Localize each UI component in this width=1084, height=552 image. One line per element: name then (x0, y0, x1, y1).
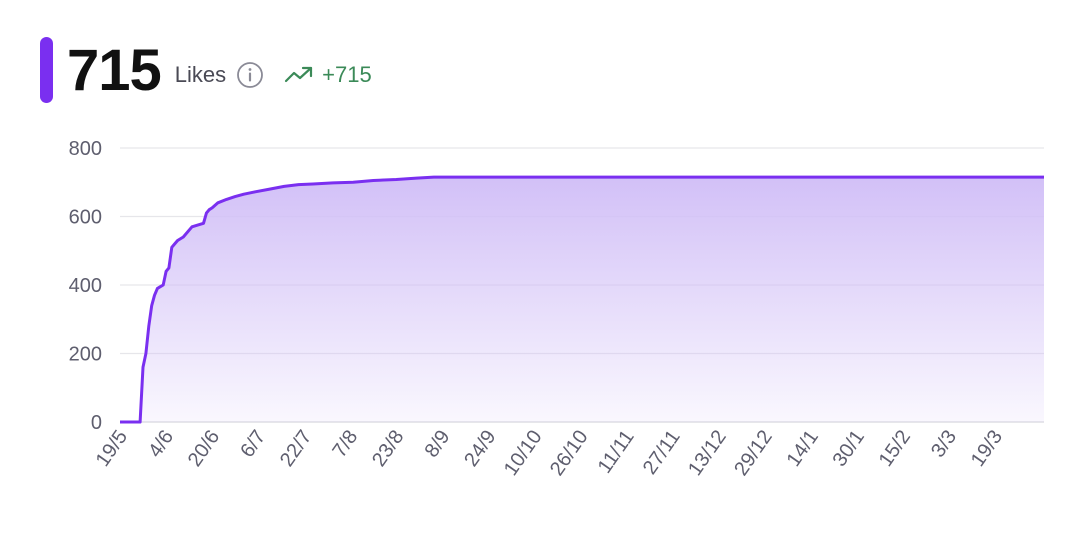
x-tick-label: 15/2 (875, 426, 915, 471)
metric-label: Likes (174, 62, 227, 87)
x-tick-label: 26/10 (546, 426, 593, 480)
y-tick-label: 200 (69, 344, 102, 366)
series-area (120, 177, 1044, 422)
x-tick-label: 7/8 (328, 426, 362, 461)
x-tick-label: 22/7 (276, 426, 316, 471)
x-tick-label: 8/9 (421, 426, 455, 461)
x-tick-label: 6/7 (236, 426, 270, 461)
x-tick-label: 13/12 (684, 426, 731, 480)
change-value: +715 (322, 62, 372, 87)
y-tick-label: 800 (69, 138, 102, 160)
series-line (120, 175, 1044, 424)
y-tick-label: 0 (91, 412, 102, 434)
y-tick-label: 600 (69, 207, 102, 229)
x-tick-label: 20/6 (184, 426, 224, 471)
info-circle-icon[interactable] (236, 51, 264, 89)
x-tick-label: 27/11 (639, 426, 685, 478)
x-tick-label: 14/1 (783, 426, 823, 471)
likes-count: 715 (67, 37, 162, 103)
x-tick-label: 24/9 (460, 426, 500, 471)
x-tick-label: 4/6 (144, 426, 178, 461)
x-tick-label: 10/10 (500, 426, 547, 480)
metric-header: 715 Likes +715 (40, 36, 372, 104)
x-tick-label: 23/8 (368, 426, 408, 471)
x-tick-label: 29/12 (730, 426, 777, 480)
trend-indicator: +715 (284, 52, 372, 88)
trending-up-icon (285, 66, 313, 83)
y-tick-label: 400 (69, 275, 102, 297)
x-tick-label: 11/11 (594, 426, 639, 477)
x-tick-label: 19/3 (967, 426, 1007, 471)
x-tick-label: 30/1 (829, 426, 869, 471)
x-tick-label: 3/3 (927, 426, 961, 461)
accent-bar (40, 37, 53, 103)
